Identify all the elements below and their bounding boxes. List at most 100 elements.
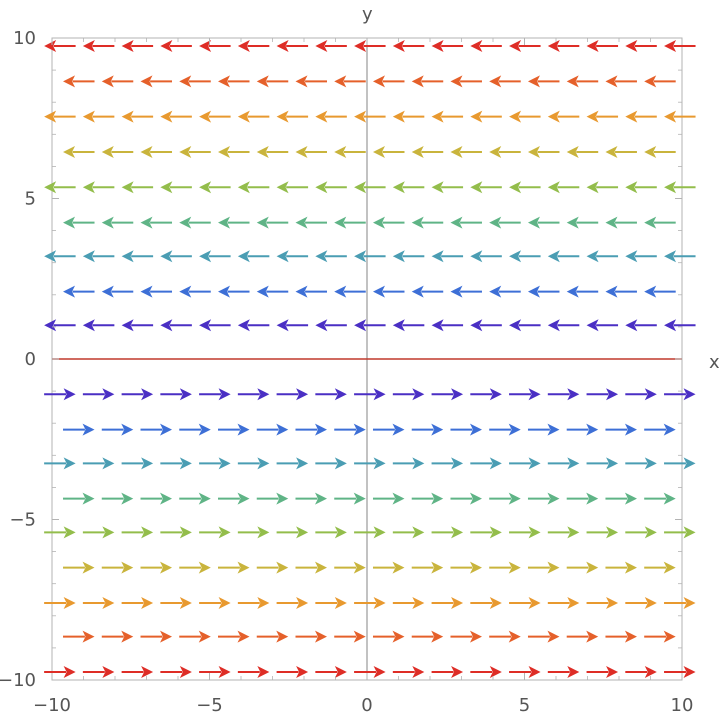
arrowhead-icon (451, 596, 464, 609)
arrowhead-icon (606, 388, 619, 401)
field-arrow (470, 181, 502, 194)
field-arrow (63, 630, 95, 643)
field-arrow (625, 665, 657, 678)
field-arrow (431, 250, 464, 263)
field-arrow (315, 457, 347, 470)
arrowhead-icon (586, 40, 599, 53)
field-arrow (372, 630, 405, 643)
arrowhead-icon (198, 423, 211, 436)
arrowhead-icon (664, 110, 677, 123)
arrowhead-icon (354, 110, 367, 123)
arrowhead-icon (586, 250, 599, 263)
field-arrow (295, 285, 327, 298)
arrowhead-icon (625, 110, 638, 123)
field-arrow (664, 526, 696, 539)
field-arrow (450, 561, 482, 574)
field-arrow (179, 492, 211, 505)
arrowhead-icon (586, 181, 599, 194)
arrowhead-icon (664, 319, 677, 332)
arrowhead-icon (296, 596, 309, 609)
arrowhead-icon (527, 216, 540, 229)
arrowhead-icon (469, 561, 482, 574)
field-arrow (101, 561, 134, 574)
field-arrow (625, 110, 657, 123)
field-arrow (295, 492, 327, 505)
field-arrow (160, 250, 192, 263)
x-tick-label: −10 (33, 695, 71, 716)
arrowhead-icon (586, 110, 599, 123)
field-arrow (101, 423, 134, 436)
arrowhead-icon (664, 181, 677, 194)
arrowhead-icon (392, 250, 405, 263)
arrowhead-icon (160, 250, 173, 263)
field-arrow (82, 319, 115, 332)
field-arrow (179, 423, 211, 436)
arrowhead-icon (489, 216, 502, 229)
field-arrow (372, 145, 405, 158)
field-arrow (199, 110, 231, 123)
arrowhead-icon (566, 75, 579, 88)
field-arrow (218, 630, 250, 643)
field-arrow (160, 110, 192, 123)
field-arrow (547, 40, 580, 53)
field-arrow (586, 110, 619, 123)
arrowhead-icon (63, 285, 76, 298)
arrowhead-icon (431, 110, 444, 123)
field-arrow (179, 630, 211, 643)
arrowhead-icon (470, 110, 483, 123)
arrowhead-icon (508, 630, 521, 643)
arrowhead-icon (179, 388, 192, 401)
field-arrow (237, 457, 270, 470)
field-arrow (392, 526, 425, 539)
arrowhead-icon (586, 561, 599, 574)
field-arrow (605, 492, 637, 505)
arrowhead-icon (663, 492, 676, 505)
field-arrow (354, 250, 386, 263)
field-arrow (527, 216, 560, 229)
arrowhead-icon (160, 319, 173, 332)
field-arrow (276, 110, 309, 123)
field-arrow (315, 250, 347, 263)
arrowhead-icon (683, 596, 696, 609)
field-arrow (509, 181, 541, 194)
arrowhead-icon (218, 596, 231, 609)
arrowhead-icon (605, 216, 618, 229)
arrowhead-icon (256, 145, 269, 158)
arrowhead-icon (121, 423, 134, 436)
arrowhead-icon (508, 492, 521, 505)
field-arrow (44, 319, 76, 332)
arrowhead-icon (663, 630, 676, 643)
field-arrow (411, 423, 444, 436)
arrowhead-icon (566, 285, 579, 298)
field-arrow (82, 40, 115, 53)
field-arrow (450, 630, 482, 643)
field-arrow (237, 526, 270, 539)
arrowhead-icon (237, 423, 250, 436)
arrowhead-icon (314, 561, 327, 574)
field-arrow (431, 526, 464, 539)
arrowhead-icon (683, 457, 696, 470)
field-arrow (392, 596, 425, 609)
arrowhead-icon (586, 423, 599, 436)
arrowhead-icon (470, 181, 483, 194)
field-arrow (179, 561, 211, 574)
arrowhead-icon (451, 457, 464, 470)
arrowhead-icon (82, 181, 95, 194)
field-arrow (625, 40, 657, 53)
field-arrow (450, 423, 482, 436)
arrowhead-icon (624, 630, 637, 643)
arrowhead-icon (489, 388, 502, 401)
field-arrow (586, 526, 619, 539)
field-arrow (121, 596, 154, 609)
field-arrow (276, 181, 309, 194)
field-arrow (121, 526, 154, 539)
field-arrow (431, 596, 464, 609)
arrow-field (44, 40, 696, 678)
field-arrow (121, 40, 154, 53)
arrowhead-icon (566, 216, 579, 229)
field-arrow (334, 216, 366, 229)
field-arrow (315, 388, 347, 401)
field-arrow (334, 285, 366, 298)
field-arrow (586, 319, 619, 332)
